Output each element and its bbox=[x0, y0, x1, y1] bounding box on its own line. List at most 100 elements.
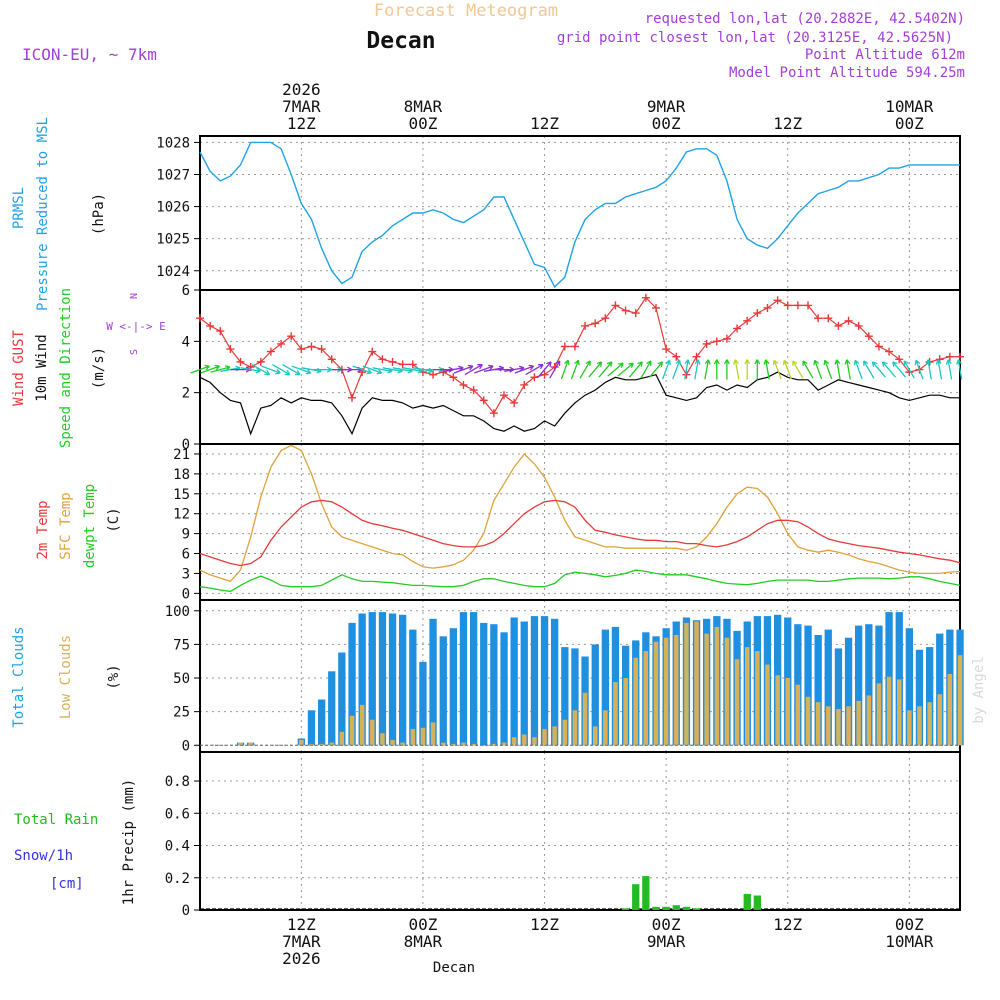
low-clouds-bar bbox=[714, 626, 720, 746]
y-tick-label: 1028 bbox=[156, 135, 190, 151]
wind-direction-arrow bbox=[935, 359, 943, 380]
total-clouds-bar bbox=[915, 649, 924, 746]
wind-direction-arrow bbox=[537, 361, 552, 378]
rain-bar bbox=[632, 884, 640, 910]
low-clouds-bar bbox=[937, 694, 942, 746]
wind-gust-marker bbox=[814, 314, 823, 323]
low-clouds-bar bbox=[674, 635, 679, 746]
total-clouds-bar bbox=[520, 621, 528, 746]
cloud-labels: Total Clouds Low Clouds (%) bbox=[11, 626, 122, 727]
low-clouds-bar bbox=[309, 743, 314, 746]
wind-direction-arrow bbox=[640, 360, 652, 379]
wind-gust-marker bbox=[945, 352, 954, 361]
y-tick-label: 3 bbox=[182, 566, 190, 582]
low-clouds-bar bbox=[562, 719, 568, 746]
total-clouds-bar bbox=[348, 622, 356, 746]
low-clouds-bar bbox=[603, 710, 608, 746]
y-tick-label: 0.4 bbox=[165, 839, 190, 855]
wind-direction-arrow bbox=[744, 359, 751, 380]
low-clouds-bar bbox=[501, 742, 507, 746]
wind-direction-arrow bbox=[772, 359, 782, 380]
wind-gust-marker bbox=[743, 316, 752, 325]
total-clouds-bar bbox=[905, 628, 913, 746]
wind-gust-marker bbox=[408, 360, 417, 369]
rain-bar bbox=[682, 906, 691, 910]
low-clouds-bar bbox=[572, 710, 578, 746]
bottom-axis-label: 7MAR bbox=[282, 932, 321, 951]
wind-direction-arrow bbox=[945, 359, 953, 380]
low-clouds-bar bbox=[390, 739, 395, 746]
low-clouds-bar bbox=[238, 742, 243, 746]
wind-direction-arrow bbox=[925, 359, 932, 380]
total-clouds-bar bbox=[551, 618, 559, 746]
y-tick-label: 1027 bbox=[156, 168, 190, 184]
low-clouds-bar bbox=[400, 742, 405, 746]
wind-gust-marker bbox=[783, 301, 792, 310]
total-clouds-bar bbox=[601, 629, 609, 746]
wind-gust-marker bbox=[793, 301, 802, 310]
low-clouds-bar bbox=[856, 700, 861, 746]
panel-frame bbox=[199, 135, 961, 291]
y-tick-label: 0 bbox=[182, 738, 190, 754]
wind-direction-arrow bbox=[871, 361, 886, 378]
wind-gust-marker bbox=[398, 360, 407, 369]
low-clouds-bar bbox=[765, 664, 770, 746]
wind-gust-marker bbox=[591, 319, 600, 328]
low-clouds-bar bbox=[623, 678, 628, 746]
top-axis-label: 00Z bbox=[408, 114, 437, 133]
low-clouds-bar bbox=[299, 739, 304, 746]
wind-direction-arrow bbox=[763, 359, 770, 380]
wind-gust-marker bbox=[429, 370, 438, 379]
wind-direction-arrow bbox=[291, 365, 312, 375]
low-clouds-bar bbox=[420, 727, 426, 746]
total-clouds-bar bbox=[378, 612, 387, 746]
temperature-labels: 2m Temp SFC Temp dewpt Temp (C) bbox=[35, 484, 122, 568]
low-clouds-bar bbox=[349, 715, 355, 746]
y-tick-label: 0 bbox=[182, 903, 190, 919]
bottom-axis-label: 00Z bbox=[895, 915, 924, 934]
low-clouds-bar bbox=[846, 706, 851, 746]
wind-gust-marker bbox=[885, 347, 894, 356]
pressure-msl-label: Pressure Reduced to MSL bbox=[35, 117, 51, 311]
total-clouds-bar bbox=[307, 710, 316, 746]
total-clouds-bar bbox=[480, 622, 488, 746]
bottom-axis-label: 8MAR bbox=[404, 932, 443, 951]
total-clouds-bar bbox=[490, 624, 498, 746]
total-clouds-bar bbox=[814, 635, 822, 746]
y-tick-label: 6 bbox=[182, 283, 190, 299]
low-clouds-bar bbox=[704, 633, 709, 746]
low-clouds-bar bbox=[805, 696, 811, 746]
wind-gust-marker bbox=[722, 334, 731, 343]
low-clouds-bar bbox=[653, 641, 659, 746]
total-rain-label: Total Rain bbox=[14, 812, 98, 828]
wind-direction-arrow bbox=[823, 359, 833, 380]
low-clouds-bar bbox=[430, 722, 436, 746]
prmsl-line bbox=[199, 141, 960, 288]
pressure-unit-label: (hPa) bbox=[91, 193, 107, 235]
total-clouds-bar bbox=[834, 648, 843, 746]
y-tick-label: 1026 bbox=[156, 200, 190, 216]
low-clouds-bar bbox=[785, 678, 790, 746]
low-clouds-bar bbox=[866, 695, 872, 746]
wind-gust-marker bbox=[652, 303, 660, 312]
wind-gust-marker bbox=[216, 327, 225, 336]
total-clouds-bar bbox=[844, 637, 853, 746]
wind-direction-arrow bbox=[464, 363, 483, 376]
wind-gust-marker bbox=[641, 293, 650, 302]
wind-gust-marker bbox=[277, 339, 286, 348]
wind-direction-arrow bbox=[628, 361, 643, 378]
total-clouds-bar bbox=[358, 613, 366, 746]
bottom-axis-label: 00Z bbox=[652, 915, 681, 934]
low-clouds-bar bbox=[684, 622, 689, 746]
total-clouds-bar bbox=[895, 612, 903, 746]
y-tick-label: 6 bbox=[182, 547, 190, 563]
wind-direction-arrow bbox=[694, 359, 701, 380]
chart-panels: 1024102510261027102802460369121518210255… bbox=[156, 135, 964, 919]
wind-gust-marker bbox=[348, 393, 356, 402]
panel-frame bbox=[199, 751, 961, 911]
station-name: Decan bbox=[366, 28, 435, 54]
wind-direction-arrow bbox=[956, 359, 963, 380]
wind-direction-arrow bbox=[579, 360, 591, 379]
